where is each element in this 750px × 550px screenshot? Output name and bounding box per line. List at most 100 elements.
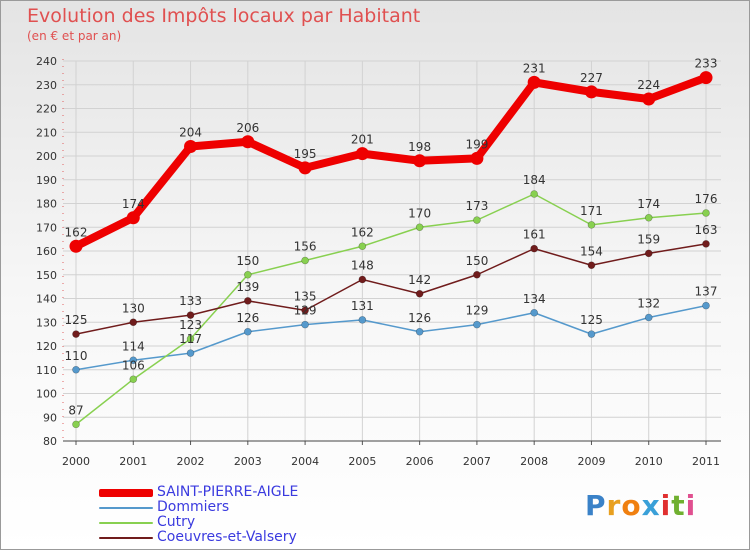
y-tick-label: 130 <box>36 316 57 329</box>
logo-letter: i <box>685 489 697 522</box>
data-point <box>587 261 596 270</box>
data-label: 129 <box>465 304 488 318</box>
legend-label: Coeuvres-et-Valsery <box>157 529 297 545</box>
data-point <box>584 85 598 99</box>
legend-swatch <box>99 521 153 524</box>
data-point <box>702 301 710 310</box>
data-label: 125 <box>580 313 603 327</box>
data-label: 131 <box>351 299 374 313</box>
data-label: 117 <box>179 332 202 346</box>
data-label: 195 <box>294 147 317 161</box>
data-label: 201 <box>351 133 374 147</box>
x-tick-label: 2008 <box>520 455 548 468</box>
legend-item-saint-pierre-aigle: SAINT-PIERRE-AIGLE <box>99 485 298 500</box>
x-tick-label: 2004 <box>291 455 319 468</box>
chart-title: Evolution des Impôts locaux par Habitant <box>27 5 421 27</box>
data-label: 206 <box>236 121 259 135</box>
data-label: 154 <box>580 244 603 258</box>
legend-item-coeuvres-et-valsery: Coeuvres-et-Valsery <box>99 530 298 545</box>
data-label: 126 <box>408 311 431 325</box>
data-label: 150 <box>236 254 259 268</box>
data-point <box>126 211 140 225</box>
y-tick-label: 210 <box>36 126 57 139</box>
data-point <box>644 213 653 222</box>
data-label: 159 <box>637 232 660 246</box>
data-point <box>186 311 195 319</box>
data-label: 233 <box>695 57 718 71</box>
x-tick-label: 2003 <box>234 455 262 468</box>
data-label: 135 <box>294 289 317 303</box>
data-point <box>301 320 309 329</box>
y-tick-label: 190 <box>36 174 57 187</box>
data-label: 150 <box>465 254 488 268</box>
y-tick-label: 110 <box>36 364 57 377</box>
data-label: 125 <box>65 313 88 327</box>
chart-subtitle: (en € et par an) <box>27 29 122 43</box>
x-tick-label: 2000 <box>62 455 90 468</box>
data-point <box>699 71 713 85</box>
x-tick-label: 2006 <box>406 455 434 468</box>
data-label: 199 <box>465 137 488 151</box>
data-label: 171 <box>580 204 603 218</box>
data-point <box>244 297 252 305</box>
data-point <box>530 244 538 253</box>
data-point <box>244 327 252 336</box>
y-tick-label: 170 <box>36 221 57 234</box>
data-label: 130 <box>122 301 145 315</box>
data-point <box>587 330 596 338</box>
x-tick-label: 2009 <box>577 455 605 468</box>
data-label: 110 <box>65 349 88 363</box>
data-label: 134 <box>523 292 546 306</box>
y-tick-label: 90 <box>43 411 57 424</box>
x-tick-label: 2011 <box>692 455 720 468</box>
data-point <box>702 209 710 217</box>
logo-letter: x <box>641 489 661 522</box>
data-point <box>358 316 367 324</box>
data-point <box>415 223 424 232</box>
data-label: 163 <box>695 223 718 237</box>
legend-label: SAINT-PIERRE-AIGLE <box>157 484 299 500</box>
data-point <box>358 275 367 284</box>
data-point <box>129 318 138 327</box>
data-point <box>186 349 195 357</box>
data-point <box>244 270 252 279</box>
data-label: 173 <box>465 199 488 213</box>
data-label: 142 <box>408 273 431 287</box>
data-label: 137 <box>695 285 718 299</box>
x-tick-label: 2005 <box>348 455 376 468</box>
data-label: 162 <box>351 225 374 239</box>
legend: SAINT-PIERRE-AIGLE Dommiers Cutry Coeuvr… <box>99 485 298 545</box>
y-tick-label: 150 <box>36 269 57 282</box>
data-point <box>587 221 596 229</box>
data-label: 176 <box>695 192 718 206</box>
data-point <box>301 306 309 315</box>
data-label: 231 <box>523 61 546 75</box>
data-label: 174 <box>122 197 145 211</box>
data-point <box>413 154 427 168</box>
data-point <box>241 135 255 149</box>
data-point <box>186 335 195 343</box>
data-label: 126 <box>236 311 259 325</box>
data-point <box>415 289 424 298</box>
data-label: 162 <box>65 225 88 239</box>
data-label: 129 <box>294 304 317 318</box>
data-label: 204 <box>179 126 202 140</box>
data-label: 133 <box>179 294 202 308</box>
data-point <box>184 140 198 153</box>
series-line <box>75 243 707 335</box>
logo-letter: P <box>585 489 607 522</box>
data-label: 227 <box>580 71 603 85</box>
data-label: 156 <box>294 240 317 254</box>
series-line <box>75 193 707 426</box>
y-tick-label: 120 <box>36 340 57 353</box>
y-tick-label: 80 <box>43 435 57 448</box>
series-line <box>75 304 707 371</box>
x-tick-label: 2010 <box>635 455 663 468</box>
data-label: 224 <box>637 78 660 92</box>
x-tick-label: 2001 <box>119 455 147 468</box>
data-label: 170 <box>408 206 431 220</box>
legend-label: Dommiers <box>157 499 230 515</box>
legend-item-dommiers: Dommiers <box>99 500 298 515</box>
